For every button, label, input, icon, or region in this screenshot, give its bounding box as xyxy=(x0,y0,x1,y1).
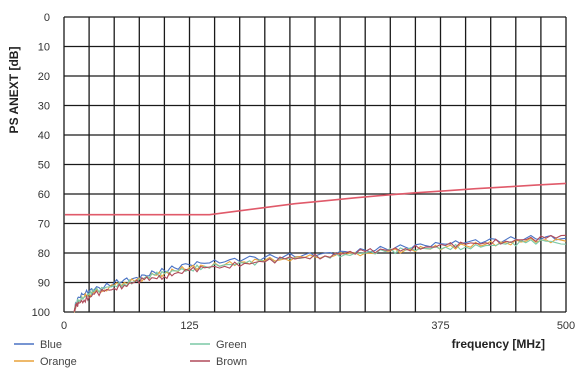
x-tick-label: 125 xyxy=(180,320,198,332)
legend: Blue Orange Green Brown xyxy=(14,339,247,368)
legend-label-orange: Orange xyxy=(40,356,77,368)
y-tick-label: 30 xyxy=(38,101,50,113)
series-brown xyxy=(73,234,567,313)
y-tick-label: 10 xyxy=(38,42,50,54)
y-tick-label: 50 xyxy=(38,160,50,172)
y-tick-label: 60 xyxy=(38,189,50,201)
y-tick-label: 90 xyxy=(38,278,50,290)
legend-label-blue: Blue xyxy=(40,339,62,351)
series-green xyxy=(73,239,567,313)
legend-label-brown: Brown xyxy=(216,356,247,368)
grid-layer xyxy=(63,16,567,313)
series-layer xyxy=(73,234,567,313)
x-axis-label: frequency [MHz] xyxy=(452,337,545,351)
y-tick-label: 20 xyxy=(38,71,50,83)
y-tick-label: 80 xyxy=(38,248,50,260)
x-tick-label: 500 xyxy=(557,320,575,332)
limit-line-layer xyxy=(65,182,567,216)
y-tick-label: 100 xyxy=(32,307,50,319)
tick-labels: 0 10 20 30 40 50 60 70 80 90 100 0 125 375 500 xyxy=(32,12,576,332)
limit-line xyxy=(65,182,567,216)
x-tick-label: 375 xyxy=(431,320,449,332)
y-tick-label: 0 xyxy=(44,12,50,24)
legend-label-green: Green xyxy=(216,339,247,351)
series-blue xyxy=(73,234,567,313)
x-tick-label: 0 xyxy=(61,320,67,332)
y-tick-label: 40 xyxy=(38,130,50,142)
y-axis-label: PS ANEXT [dB] xyxy=(7,47,21,134)
y-tick-label: 70 xyxy=(38,219,50,231)
